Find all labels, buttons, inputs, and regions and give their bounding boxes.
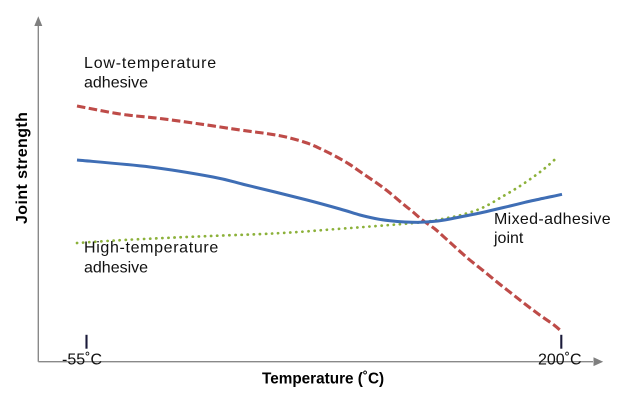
svg-text:High-temperature: High-temperature xyxy=(84,240,219,257)
svg-text:200˚C: 200˚C xyxy=(538,352,582,369)
svg-text:Low-temperature: Low-temperature xyxy=(84,55,217,72)
svg-text:Temperature (˚C): Temperature (˚C) xyxy=(262,371,384,388)
svg-text:Mixed-adhesive: Mixed-adhesive xyxy=(494,211,611,228)
svg-text:adhesive: adhesive xyxy=(84,260,148,277)
svg-text:adhesive: adhesive xyxy=(84,75,148,92)
svg-text:-55˚C: -55˚C xyxy=(62,352,102,369)
svg-text:joint: joint xyxy=(493,230,524,247)
svg-text:Joint strength: Joint strength xyxy=(14,112,31,224)
